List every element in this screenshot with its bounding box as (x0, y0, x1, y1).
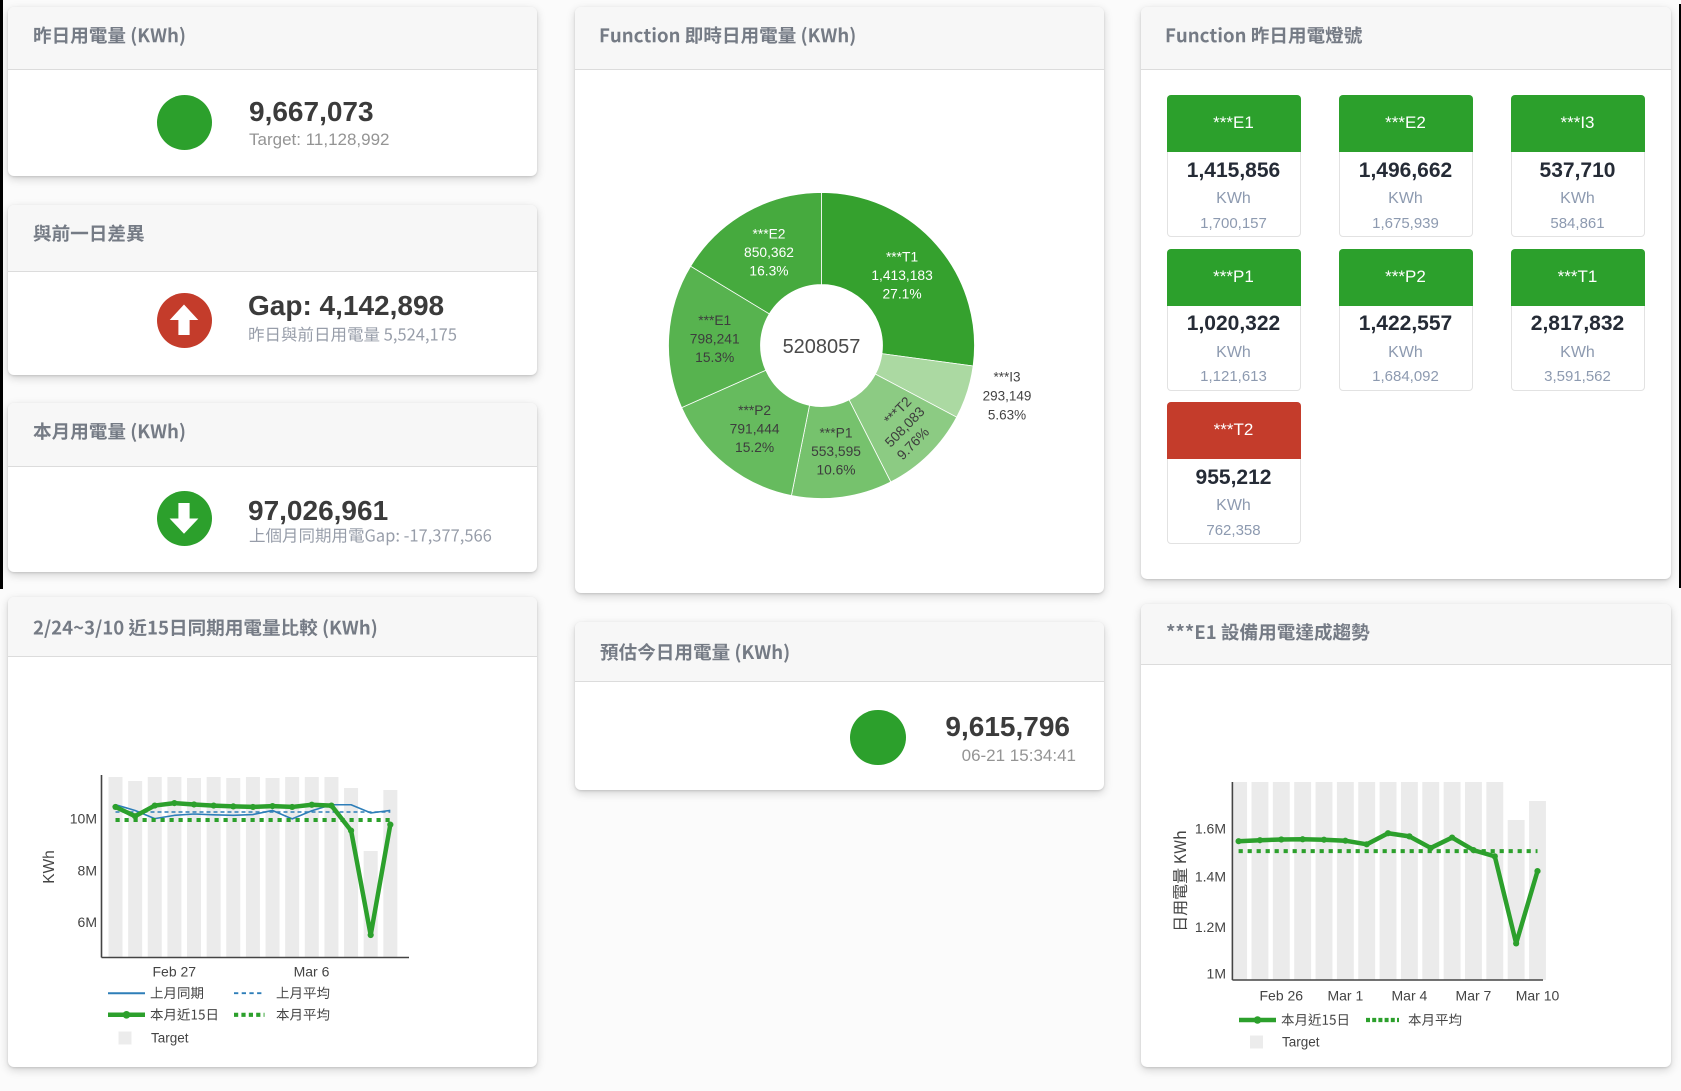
svg-text:Target: Target (1282, 1035, 1320, 1050)
svg-text:***P2: ***P2 (738, 403, 771, 418)
svg-text:791,444: 791,444 (730, 422, 780, 437)
svg-text:Mar 6: Mar 6 (294, 964, 330, 980)
svg-text:Mar 4: Mar 4 (1392, 988, 1428, 1004)
svg-text:5208057: 5208057 (783, 336, 861, 358)
svg-text:Mar 7: Mar 7 (1456, 988, 1492, 1004)
svg-text:Mar 1: Mar 1 (1327, 988, 1363, 1004)
svg-text:6M: 6M (78, 914, 97, 930)
svg-text:KWh: KWh (41, 850, 58, 884)
svg-text:1.6M: 1.6M (1195, 821, 1226, 837)
svg-text:5.63%: 5.63% (988, 408, 1026, 423)
svg-text:293,149: 293,149 (983, 389, 1032, 404)
svg-text:15.2%: 15.2% (735, 440, 774, 455)
svg-text:***P1: ***P1 (820, 426, 853, 441)
svg-text:798,241: 798,241 (690, 331, 740, 346)
svg-text:8M: 8M (78, 862, 97, 878)
svg-text:1,413,183: 1,413,183 (871, 268, 933, 283)
svg-text:***T1: ***T1 (886, 249, 918, 264)
svg-text:850,362: 850,362 (744, 245, 794, 260)
svg-text:***I3: ***I3 (993, 370, 1020, 385)
svg-text:10.6%: 10.6% (816, 463, 855, 478)
svg-text:***E1: ***E1 (698, 313, 731, 328)
svg-text:15.3%: 15.3% (695, 350, 734, 365)
svg-text:Mar 10: Mar 10 (1516, 988, 1560, 1004)
svg-text:27.1%: 27.1% (882, 286, 921, 301)
svg-text:1.4M: 1.4M (1195, 868, 1226, 884)
svg-text:Target: Target (151, 1031, 189, 1046)
svg-text:Feb 27: Feb 27 (153, 964, 197, 980)
svg-text:1M: 1M (1207, 965, 1226, 981)
svg-text:553,595: 553,595 (811, 444, 861, 459)
svg-text:Feb 26: Feb 26 (1260, 988, 1304, 1004)
svg-text:***E2: ***E2 (752, 226, 785, 241)
svg-text:16.3%: 16.3% (749, 263, 788, 278)
svg-text:10M: 10M (70, 811, 97, 827)
svg-text:1.2M: 1.2M (1195, 919, 1226, 935)
